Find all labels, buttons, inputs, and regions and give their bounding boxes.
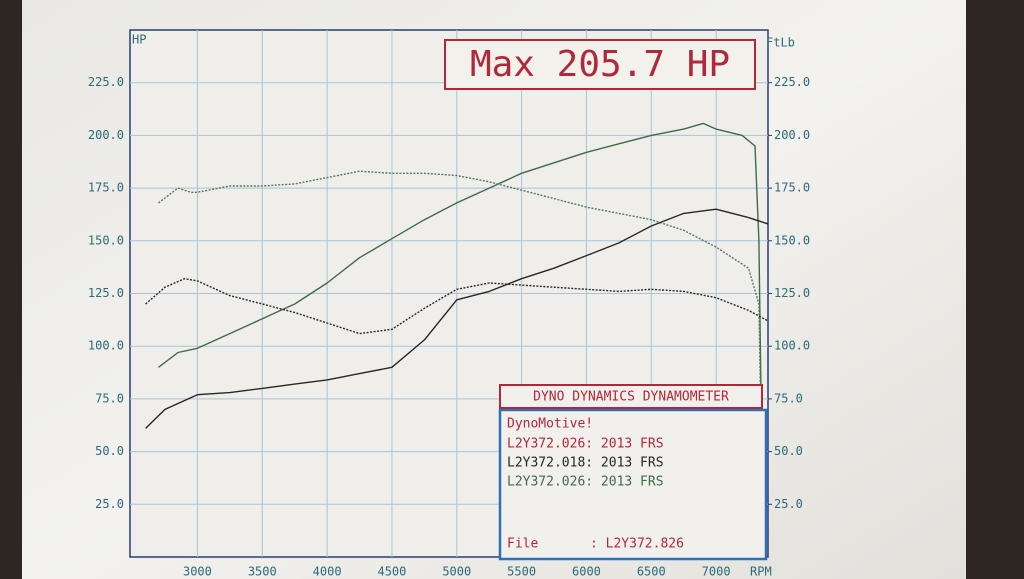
y2-tick-label: 100.0: [774, 339, 810, 353]
y-tick-label: 175.0: [88, 181, 124, 195]
x-tick-label: 6000: [572, 565, 601, 579]
y2-tick-label: 125.0: [774, 286, 810, 300]
x-tick-label: 5000: [442, 565, 471, 579]
file-label: File: [507, 537, 538, 552]
x-tick-label: 4000: [313, 565, 342, 579]
y2-tick-label: 150.0: [774, 233, 810, 247]
x-axis-label: RPM: [750, 565, 772, 579]
y-tick-label: 100.0: [88, 339, 124, 353]
y-tick-label: 75.0: [95, 391, 124, 405]
y-tick-label: 125.0: [88, 286, 124, 300]
legend: L2Y372.026: 2013 FRS L2Y372.018: 2013 FRS…: [507, 437, 664, 490]
legend-entry: L2Y372.026: 2013 FRS: [507, 437, 664, 452]
chart-title: Max 205.7 HP: [470, 44, 730, 85]
info-box: [498, 408, 768, 561]
y-tick-label: 25.0: [95, 497, 124, 511]
y-tick-label: 225.0: [88, 75, 124, 89]
info-title: DYNO DYNAMICS DYNAMOMETER: [533, 390, 729, 405]
series-line: [145, 208, 769, 429]
legend-entry: L2Y372.026: 2013 FRS: [507, 475, 664, 490]
max-box: [444, 39, 756, 90]
x-tick-label: 6500: [637, 565, 666, 579]
y2-tick-label: 75.0: [774, 391, 803, 405]
x-tick-label: 7000: [702, 565, 731, 579]
series-line: [145, 278, 769, 335]
y-tick-label: 200.0: [88, 128, 124, 142]
y-axis-label: HP: [132, 33, 146, 47]
y2-tick-label: 175.0: [774, 181, 810, 195]
y-tick-label: 150.0: [88, 233, 124, 247]
y2-tick-label: 25.0: [774, 497, 803, 511]
series-line: [158, 170, 763, 452]
x-tick-label: 3500: [248, 565, 277, 579]
y2-axis-label: FtLb: [766, 36, 795, 50]
x-tick-label: 4500: [377, 565, 406, 579]
y2-tick-label: 225.0: [774, 75, 810, 89]
x-tick-label: 5500: [507, 565, 536, 579]
series-line: [158, 122, 763, 431]
info-header: DynoMotive!: [507, 417, 593, 432]
y-tick-label: 50.0: [95, 444, 124, 458]
x-tick-label: 3000: [183, 565, 212, 579]
file-value: : L2Y372.826: [590, 537, 684, 552]
legend-entry: L2Y372.018: 2013 FRS: [507, 456, 664, 471]
lines: [145, 122, 769, 452]
info-title-box: [499, 384, 763, 409]
y2-tick-label: 200.0: [774, 128, 810, 142]
y2-tick-label: 50.0: [774, 444, 803, 458]
